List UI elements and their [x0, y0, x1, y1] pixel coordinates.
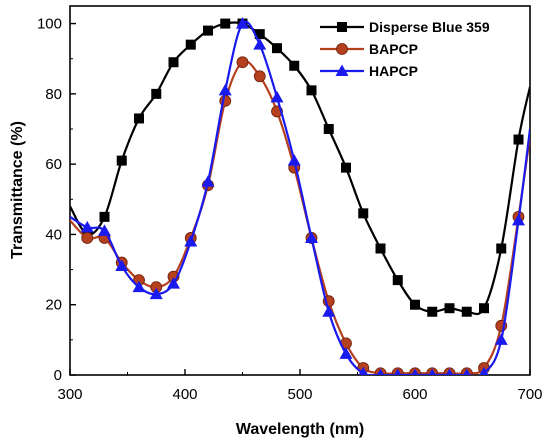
data-point: [479, 303, 489, 314]
legend-entry-disperse-blue-359: Disperse Blue 359: [320, 19, 490, 35]
data-point: [218, 83, 232, 96]
data-point: [151, 88, 162, 99]
legend-marker: [337, 22, 347, 32]
data-point: [201, 175, 215, 187]
data-point: [427, 306, 438, 317]
series-line: [70, 60, 530, 375]
y-tick-label: 60: [45, 156, 62, 173]
series-bapcp: [70, 56, 530, 375]
data-point: [410, 299, 420, 310]
data-point: [80, 220, 94, 233]
x-axis-ticks: 300 400 500 600 700: [57, 369, 543, 403]
data-point: [99, 211, 110, 222]
data-point: [479, 366, 489, 375]
series-hapcp: [70, 17, 530, 375]
data-point: [463, 368, 471, 375]
data-point: [134, 113, 144, 124]
legend-entry-hapcp: HAPCP: [320, 63, 418, 79]
data-point: [392, 275, 403, 286]
data-point: [336, 43, 348, 55]
x-tick-label: 700: [517, 386, 542, 403]
data-point: [494, 333, 508, 345]
data-point: [116, 155, 127, 166]
data-point: [132, 280, 146, 293]
data-point: [306, 85, 317, 96]
data-point: [270, 90, 284, 103]
series-layer: [70, 17, 530, 375]
data-point: [185, 39, 196, 50]
data-point: [358, 208, 369, 219]
data-point: [272, 43, 282, 54]
y-axis-title: Transmittance (%): [9, 121, 26, 259]
y-tick-label: 40: [45, 226, 62, 243]
data-point: [203, 25, 213, 36]
data-point: [98, 224, 111, 236]
legend-marker: [336, 43, 348, 55]
y-tick-label: 20: [45, 297, 62, 314]
data-point: [323, 124, 334, 134]
x-tick-label: 600: [402, 386, 427, 403]
x-tick-label: 300: [57, 386, 82, 403]
data-point: [184, 234, 198, 247]
data-point: [375, 243, 386, 254]
y-tick-label: 0: [54, 367, 62, 384]
y-tick-label: 100: [37, 16, 62, 33]
legend-marker: [335, 64, 349, 76]
data-point: [512, 213, 525, 226]
data-point: [236, 17, 249, 29]
x-axis-title: Wavelength (nm): [236, 421, 364, 438]
data-point: [411, 368, 419, 375]
data-point: [289, 60, 300, 71]
legend-label: Disperse Blue 359: [369, 19, 490, 35]
data-point: [394, 368, 402, 375]
data-point: [339, 347, 353, 359]
legend: Disperse Blue 359 BAPCP HAPCP: [320, 19, 490, 79]
data-point: [254, 29, 265, 40]
data-point: [322, 305, 336, 317]
legend-entry-bapcp: BAPCP: [320, 41, 418, 57]
data-point: [253, 38, 267, 50]
x-tick-label: 400: [172, 386, 197, 403]
series-disperse-blue-359: [70, 18, 530, 317]
data-point: [358, 366, 368, 375]
data-point: [236, 56, 249, 69]
data-point: [168, 57, 179, 68]
x-tick-label: 500: [287, 386, 312, 403]
data-point: [341, 162, 351, 173]
data-point: [220, 18, 231, 29]
data-point: [253, 70, 266, 83]
data-point: [445, 368, 454, 375]
data-point: [513, 134, 524, 145]
data-point: [335, 64, 349, 76]
legend-label: HAPCP: [369, 63, 418, 79]
data-point: [444, 303, 455, 314]
data-point: [461, 306, 472, 317]
data-point: [149, 287, 163, 300]
legend-label: BAPCP: [369, 41, 418, 57]
y-axis-ticks: 0 20 40 60 80 100: [37, 16, 76, 384]
data-point: [287, 154, 301, 166]
data-point: [81, 232, 94, 244]
data-point: [496, 243, 507, 254]
data-point: [428, 368, 436, 375]
data-point: [305, 231, 318, 243]
y-tick-label: 80: [45, 86, 62, 103]
data-point: [337, 22, 347, 32]
series-line: [70, 20, 530, 375]
data-point: [115, 259, 129, 272]
data-point: [167, 277, 180, 289]
data-point: [376, 368, 385, 375]
